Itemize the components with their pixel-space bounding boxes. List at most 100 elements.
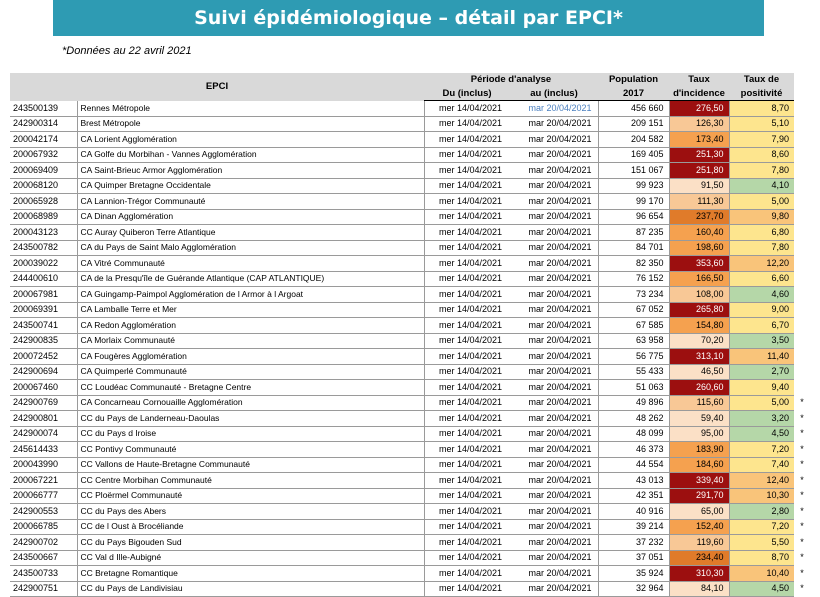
positivity-rate: 6,70 [729, 318, 794, 334]
table-row: 200043123 CC Auray Quiberon Terre Atlanti… [10, 225, 810, 241]
period-end: mar 20/04/2021 [510, 271, 598, 287]
epci-code: 200069409 [10, 163, 77, 179]
footnote-star: * [794, 581, 810, 597]
epci-code: 200066785 [10, 519, 77, 535]
population: 51 063 [598, 380, 669, 396]
period-end: mar 20/04/2021 [510, 364, 598, 380]
incidence-rate: 152,40 [669, 519, 729, 535]
period-end: mar 20/04/2021 [510, 566, 598, 582]
epci-name: CC du Pays d Iroise [77, 426, 424, 442]
population: 48 262 [598, 411, 669, 427]
population: 87 235 [598, 225, 669, 241]
epci-name: CA Redon Agglomération [77, 318, 424, 334]
period-start: mer 14/04/2021 [424, 442, 510, 458]
positivity-rate: 5,00 [729, 395, 794, 411]
incidence-rate: 198,60 [669, 240, 729, 256]
period-start: mer 14/04/2021 [424, 333, 510, 349]
period-start: mer 14/04/2021 [424, 302, 510, 318]
period-start: mer 14/04/2021 [424, 132, 510, 148]
population: 40 916 [598, 504, 669, 520]
epci-name: CC Loudéac Communauté - Bretagne Centre [77, 380, 424, 396]
population: 37 232 [598, 535, 669, 551]
epci-name: CC Val d Ille-Aubigné [77, 550, 424, 566]
epci-name: CA Lorient Agglomération [77, 132, 424, 148]
epci-name: CA Dinan Agglomération [77, 209, 424, 225]
epci-name: CA Fougères Agglomération [77, 349, 424, 365]
epci-name: CC Bretagne Romantique [77, 566, 424, 582]
epci-code: 242900801 [10, 411, 77, 427]
period-end: mar 20/04/2021 [510, 302, 598, 318]
positivity-rate: 7,20 [729, 442, 794, 458]
epci-name: CA Golfe du Morbihan - Vannes Agglomérat… [77, 147, 424, 163]
period-end: mar 20/04/2021 [510, 194, 598, 210]
period-end: mar 20/04/2021 [510, 550, 598, 566]
incidence-rate: 95,00 [669, 426, 729, 442]
population: 456 660 [598, 101, 669, 117]
positivity-rate: 4,10 [729, 178, 794, 194]
incidence-rate: 91,50 [669, 178, 729, 194]
epci-code: 200068120 [10, 178, 77, 194]
footnote-star [794, 271, 810, 287]
incidence-rate: 84,10 [669, 581, 729, 597]
footnote-star: * [794, 566, 810, 582]
table-row: 242900314 Brest Métropole mer 14/04/2021 ma… [10, 116, 810, 132]
population: 67 052 [598, 302, 669, 318]
epci-code: 242900694 [10, 364, 77, 380]
footnote-star [794, 333, 810, 349]
population: 35 924 [598, 566, 669, 582]
epci-code: 243500741 [10, 318, 77, 334]
incidence-rate: 291,70 [669, 488, 729, 504]
epci-code: 242900835 [10, 333, 77, 349]
period-end: mar 20/04/2021 [510, 318, 598, 334]
header-positivite-sub: positivité [729, 87, 794, 101]
epci-code: 200065928 [10, 194, 77, 210]
epci-code: 200068989 [10, 209, 77, 225]
table-row: 242900801 CC du Pays de Landerneau-Daoula… [10, 411, 810, 427]
incidence-rate: 108,00 [669, 287, 729, 303]
period-start: mer 14/04/2021 [424, 411, 510, 427]
table-row: 200068989 CA Dinan Agglomération mer 14/04… [10, 209, 810, 225]
positivity-rate: 12,20 [729, 256, 794, 272]
period-end: mar 20/04/2021 [510, 581, 598, 597]
header-population: Population [598, 73, 669, 87]
population: 151 067 [598, 163, 669, 179]
incidence-rate: 46,50 [669, 364, 729, 380]
table-row: 200067981 CA Guingamp-Paimpol Agglomérati… [10, 287, 810, 303]
period-end: mar 20/04/2021 [510, 395, 598, 411]
period-start: mer 14/04/2021 [424, 550, 510, 566]
population: 37 051 [598, 550, 669, 566]
epci-code: 242900314 [10, 116, 77, 132]
positivity-rate: 9,40 [729, 380, 794, 396]
epci-code: 200067221 [10, 473, 77, 489]
footnote-star: * [794, 488, 810, 504]
positivity-rate: 5,10 [729, 116, 794, 132]
period-end: mar 20/04/2021 [510, 411, 598, 427]
incidence-rate: 234,40 [669, 550, 729, 566]
epci-code: 242900553 [10, 504, 77, 520]
epci-name: CA du Pays de Saint Malo Agglomération [77, 240, 424, 256]
epci-code: 243500733 [10, 566, 77, 582]
epci-code: 243500139 [10, 101, 77, 117]
epci-name: CC Ploërmel Communauté [77, 488, 424, 504]
period-end: mar 20/04/2021 [510, 380, 598, 396]
positivity-rate: 4,50 [729, 426, 794, 442]
epci-code: 200067932 [10, 147, 77, 163]
footnote-star [794, 364, 810, 380]
epci-code: 242900769 [10, 395, 77, 411]
epci-table: EPCI Période d'analyse Population Taux T… [10, 73, 810, 597]
incidence-rate: 126,30 [669, 116, 729, 132]
epci-name: CA Guingamp-Paimpol Agglomération de l A… [77, 287, 424, 303]
epci-name: CA Lamballe Terre et Mer [77, 302, 424, 318]
period-start: mer 14/04/2021 [424, 287, 510, 303]
incidence-rate: 313,10 [669, 349, 729, 365]
epci-code: 200067460 [10, 380, 77, 396]
incidence-rate: 310,30 [669, 566, 729, 582]
period-start: mer 14/04/2021 [424, 504, 510, 520]
epci-name: CC Pontivy Communauté [77, 442, 424, 458]
table-row: 200066777 CC Ploërmel Communauté mer 14/04… [10, 488, 810, 504]
footnote-star: * [794, 442, 810, 458]
table-row: 242900553 CC du Pays des Abers mer 14/04/2… [10, 504, 810, 520]
population: 99 170 [598, 194, 669, 210]
table-row: 243500667 CC Val d Ille-Aubigné mer 14/04/… [10, 550, 810, 566]
epci-code: 242900702 [10, 535, 77, 551]
